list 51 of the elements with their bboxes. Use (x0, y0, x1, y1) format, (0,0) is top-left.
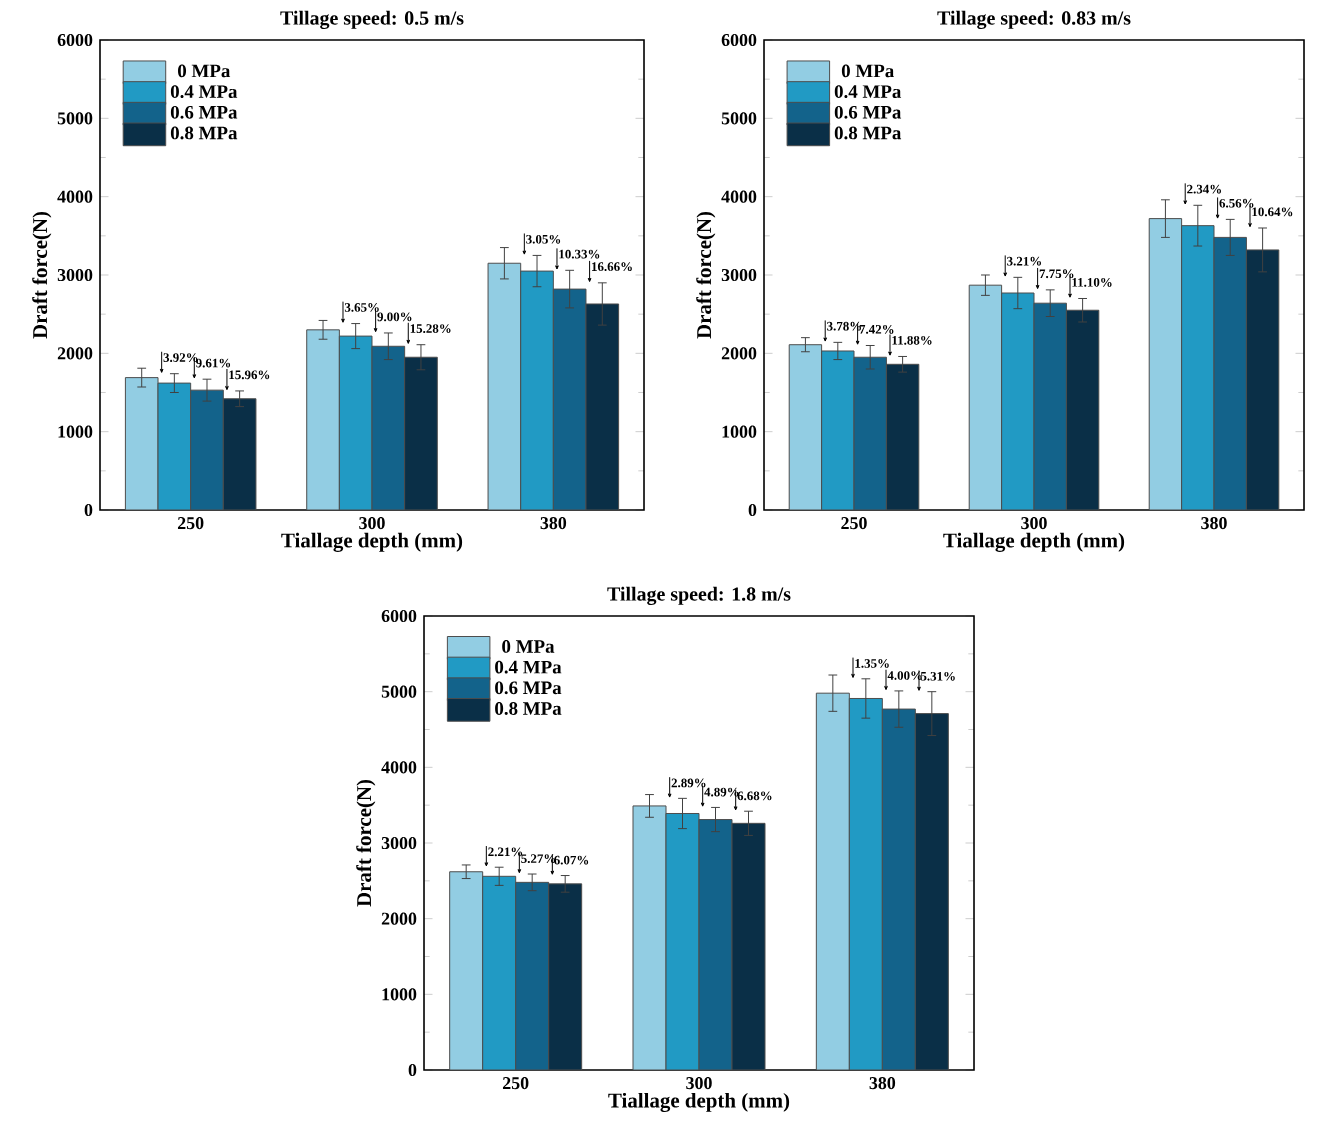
y-tick-label: 5000 (381, 685, 417, 698)
legend-label: 0.4 MPa (495, 660, 562, 674)
chart-title: Tillage speed: 1.8 m/s (607, 586, 791, 605)
x-axis-title: Tiallage depth (mm) (281, 532, 463, 552)
y-tick-label: 0 (84, 503, 93, 517)
x-axis-title: Tiallage depth (mm) (608, 1092, 790, 1112)
legend-label: 0 MPa (178, 64, 231, 78)
y-tick-label: 5000 (57, 112, 93, 125)
y-tick-label: 3000 (721, 268, 757, 282)
legend-label: 0.6 MPa (170, 105, 238, 119)
y-axis-title: Draft force(N) (356, 779, 376, 907)
x-tick-label: 380 (540, 517, 567, 530)
x-tick-label: 250 (841, 517, 867, 530)
chart-title: Tillage speed: 0.83 m/s (937, 10, 1131, 29)
x-axis-title: Tiallage depth (mm) (943, 532, 1125, 552)
y-tick-label: 3000 (381, 836, 417, 850)
y-tick-label: 0 (408, 1063, 417, 1077)
legend-label: 0.6 MPa (495, 681, 562, 695)
y-tick-label: 6000 (721, 33, 757, 47)
y-tick-label: 6000 (381, 609, 417, 623)
y-tick-label: 4000 (57, 190, 93, 203)
legend-label: 0.8 MPa (834, 126, 902, 140)
y-tick-label: 2000 (57, 347, 93, 360)
y-tick-label: 5000 (721, 112, 757, 125)
y-tick-label: 1000 (382, 988, 417, 1001)
x-tick-label: 250 (177, 517, 204, 530)
y-tick-label: 1000 (722, 425, 757, 438)
y-tick-label: 2000 (381, 912, 417, 925)
y-tick-label: 4000 (721, 190, 757, 203)
legend-label: 0.4 MPa (170, 85, 238, 99)
legend-label: 0.4 MPa (834, 85, 902, 99)
y-tick-label: 0 (748, 503, 757, 517)
x-tick-label: 300 (1021, 517, 1047, 530)
x-tick-label: 300 (686, 1077, 712, 1090)
y-axis-title: Draft force(N) (696, 211, 716, 339)
x-tick-label: 250 (502, 1077, 529, 1090)
x-tick-label: 380 (869, 1077, 896, 1090)
y-tick-label: 2000 (721, 347, 757, 360)
legend-label: 0 MPa (841, 64, 894, 78)
chart-title: Tillage speed: 0.5 m/s (280, 10, 464, 29)
legend-label: 0 MPa (502, 640, 555, 653)
legend-label: 0.8 MPa (495, 702, 562, 715)
legend-label: 0.6 MPa (834, 105, 902, 119)
x-tick-label: 380 (1201, 517, 1227, 530)
x-tick-label: 300 (359, 517, 385, 530)
y-tick-label: 1000 (58, 425, 93, 438)
y-tick-label: 3000 (57, 268, 93, 282)
legend-label: 0.8 MPa (170, 126, 238, 140)
y-axis-title: Draft force(N) (32, 211, 52, 339)
y-tick-label: 4000 (381, 761, 417, 774)
y-tick-label: 6000 (57, 33, 93, 47)
